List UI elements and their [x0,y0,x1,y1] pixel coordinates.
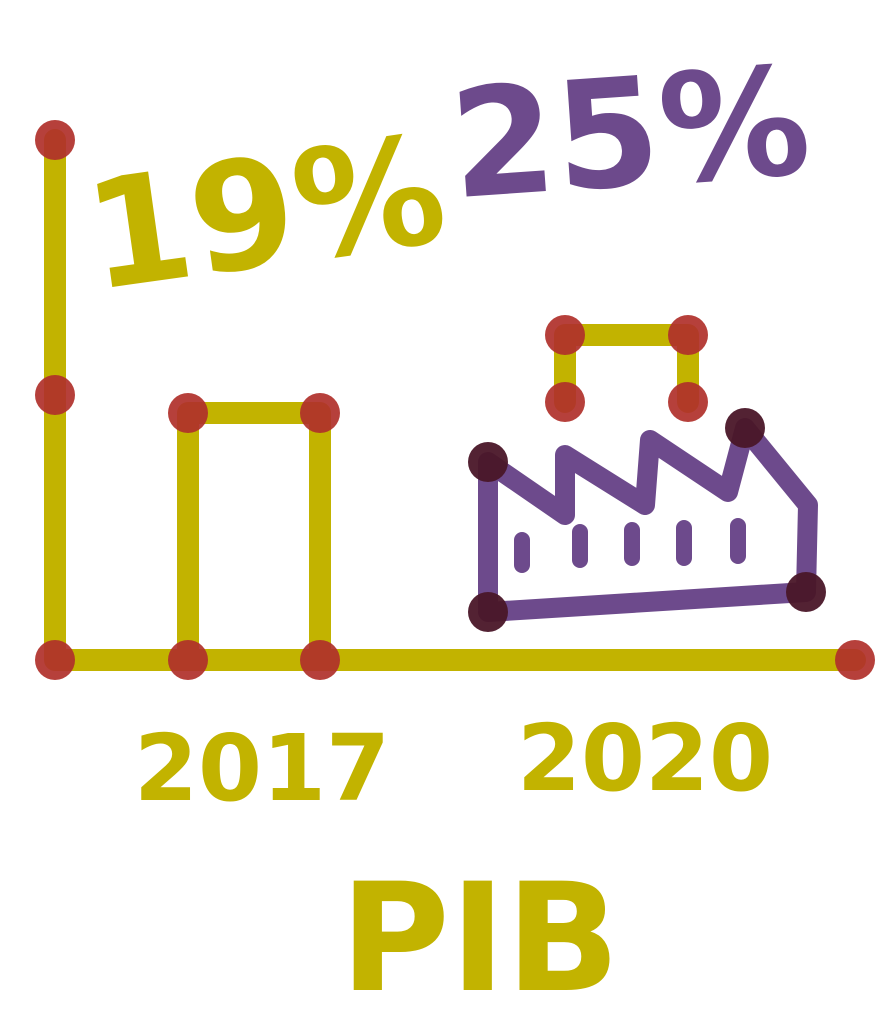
vertex-dot [35,640,75,680]
factory-vertex-dot [786,572,826,612]
factory-outline [478,418,818,622]
factory-vertex-dot [468,592,508,632]
labels: 19% 25% 2017 2020 PIB [76,35,816,1015]
value-label-2017: 19% [76,103,456,325]
vertex-dot [835,640,875,680]
vertex-dot [35,120,75,160]
dots [35,120,875,680]
bar-2017 [177,402,331,671]
category-label-2017: 2017 [134,715,390,822]
axis-title-pib: PIB [340,852,620,1010]
bars [177,324,699,671]
vertex-dot [668,382,708,422]
factory-icon [478,418,818,622]
factory-vertex-dot [468,442,508,482]
vertex-dot [668,315,708,355]
category-label-2020: 2020 [517,705,773,812]
vertex-dot [300,640,340,680]
vertex-dot [168,640,208,680]
vertex-dot [545,382,585,422]
factory-vertex-dot [725,408,765,448]
vertex-dot [35,375,75,415]
bar-2020 [554,324,699,413]
value-label-2020: 25% [445,35,815,234]
vertex-dot [300,393,340,433]
vertex-dot [168,393,208,433]
vertex-dot [545,315,585,355]
